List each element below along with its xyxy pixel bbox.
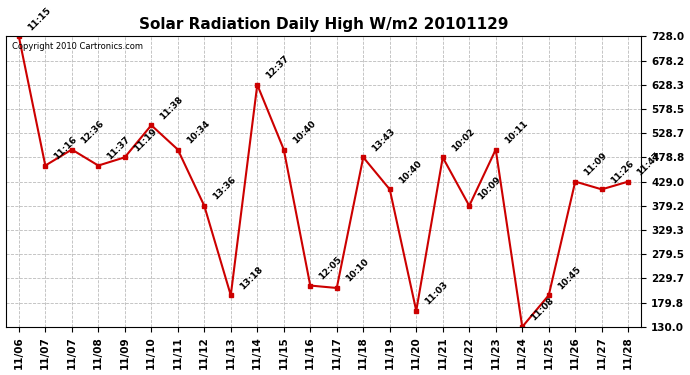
Text: 11:38: 11:38 xyxy=(158,94,185,121)
Text: 11:15: 11:15 xyxy=(26,6,52,32)
Text: 11:09: 11:09 xyxy=(582,151,609,177)
Text: 12:05: 12:05 xyxy=(317,255,344,281)
Text: 10:40: 10:40 xyxy=(397,159,423,185)
Text: 10:40: 10:40 xyxy=(290,119,317,146)
Text: 11:37: 11:37 xyxy=(106,135,132,161)
Text: 10:09: 10:09 xyxy=(476,175,503,202)
Text: 11:26: 11:26 xyxy=(609,159,635,185)
Text: 13:36: 13:36 xyxy=(211,175,238,202)
Text: 10:34: 10:34 xyxy=(185,119,211,146)
Text: 11:47: 11:47 xyxy=(635,151,662,177)
Text: 10:10: 10:10 xyxy=(344,257,370,284)
Text: Copyright 2010 Cartronics.com: Copyright 2010 Cartronics.com xyxy=(12,42,143,51)
Text: 11:08: 11:08 xyxy=(529,296,555,322)
Title: Solar Radiation Daily High W/m2 20101129: Solar Radiation Daily High W/m2 20101129 xyxy=(139,17,509,32)
Text: 10:02: 10:02 xyxy=(450,127,476,153)
Text: 11:19: 11:19 xyxy=(132,126,159,153)
Text: 11:16: 11:16 xyxy=(52,135,79,161)
Text: 11:03: 11:03 xyxy=(423,280,450,307)
Text: 10:45: 10:45 xyxy=(555,264,582,291)
Text: 12:36: 12:36 xyxy=(79,119,106,146)
Text: 13:43: 13:43 xyxy=(371,126,397,153)
Text: 13:18: 13:18 xyxy=(238,264,264,291)
Text: 10:11: 10:11 xyxy=(503,119,529,146)
Text: 12:37: 12:37 xyxy=(264,54,291,81)
